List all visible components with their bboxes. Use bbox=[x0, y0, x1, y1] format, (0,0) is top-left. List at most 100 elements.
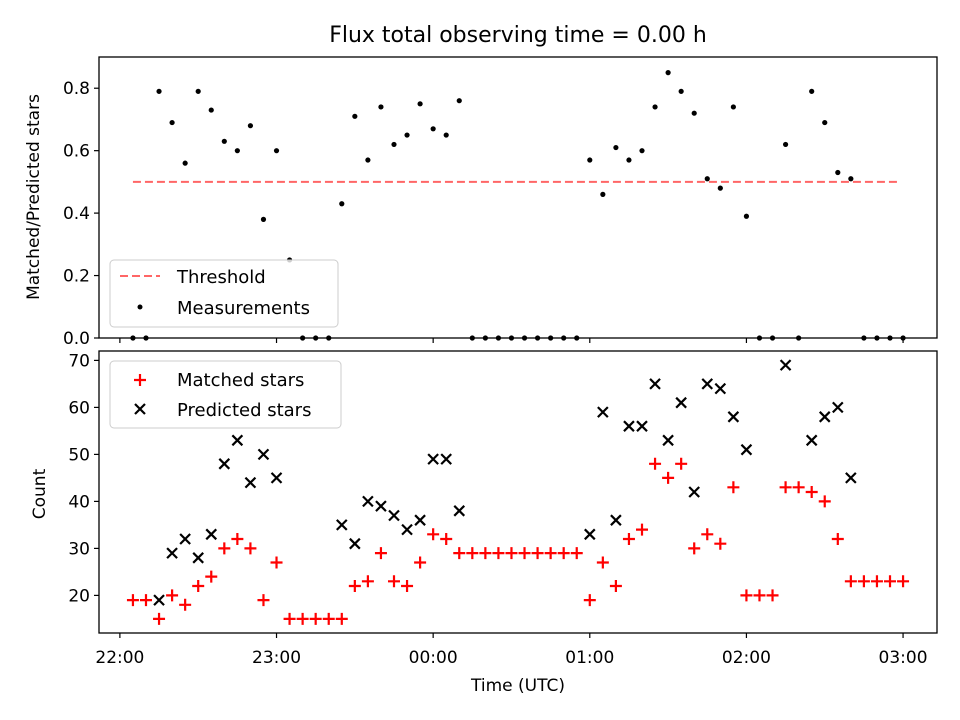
predicted-star-point bbox=[270, 472, 283, 484]
matched-star-point bbox=[453, 547, 466, 560]
measurement-point bbox=[548, 335, 554, 341]
top-y-tick-label: 0.0 bbox=[63, 329, 90, 349]
top-panel: Flux total observing time = 0.00 h 0.0 0.… bbox=[24, 23, 938, 349]
matched-star-point bbox=[531, 547, 544, 560]
top-plot-frame bbox=[98, 56, 938, 339]
matched-star-point bbox=[139, 594, 152, 607]
matched-star-point bbox=[348, 580, 361, 592]
bottom-legend: Matched stars Predicted stars bbox=[109, 360, 342, 429]
matched-star-point bbox=[440, 533, 453, 545]
matched-star-point bbox=[283, 612, 296, 625]
measurement-point bbox=[796, 335, 802, 341]
threshold-legend-label: Threshold bbox=[176, 267, 266, 288]
predicted-star-point bbox=[453, 505, 466, 517]
measurement-point bbox=[456, 98, 462, 104]
predicted-star-point bbox=[779, 359, 792, 371]
matched-star-point bbox=[662, 471, 675, 484]
measurement-point bbox=[221, 138, 227, 144]
predicted-star-point bbox=[179, 533, 191, 545]
measurement-point bbox=[822, 119, 828, 126]
matched-star-point bbox=[805, 486, 818, 498]
matched-star-point bbox=[192, 580, 205, 592]
measurement-point bbox=[835, 169, 841, 176]
top-y-axis: 0.0 0.2 0.4 0.6 0.8 bbox=[63, 79, 99, 349]
matched-star-point bbox=[792, 481, 805, 494]
measurement-point bbox=[378, 104, 384, 110]
measurement-point bbox=[704, 176, 710, 182]
matched-star-point bbox=[126, 594, 139, 607]
predicted-legend-label: Predicted stars bbox=[177, 400, 311, 421]
predicted-star-point bbox=[349, 537, 361, 550]
measurement-point bbox=[300, 335, 306, 341]
matched-star-point bbox=[675, 457, 688, 470]
measurement-point bbox=[743, 213, 750, 219]
predicted-star-point bbox=[805, 434, 818, 447]
x-tick-label: 23:00 bbox=[252, 648, 301, 668]
top-chart-title: Flux total observing time = 0.00 h bbox=[329, 23, 707, 48]
matched-star-point bbox=[740, 589, 753, 602]
matched-star-point bbox=[609, 580, 622, 592]
measurement-point bbox=[404, 132, 410, 138]
measurement-point bbox=[273, 148, 280, 154]
matched-star-point bbox=[570, 547, 583, 560]
predicted-star-point bbox=[401, 523, 413, 536]
predicted-star-point bbox=[153, 594, 165, 606]
predicted-legend-marker bbox=[134, 403, 146, 415]
predicted-star-point bbox=[597, 406, 609, 418]
matched-star-point bbox=[153, 612, 166, 625]
top-legend: Threshold Measurements bbox=[109, 259, 339, 328]
predicted-star-point bbox=[636, 420, 648, 432]
measurement-point bbox=[260, 216, 267, 222]
measurement-point bbox=[352, 113, 358, 119]
measurement-point bbox=[756, 335, 763, 341]
matched-star-point bbox=[466, 547, 479, 560]
bottom-panel: 20 30 40 50 60 70 22:00 23:00 00:00 01:00 02:00 03… bbox=[30, 350, 938, 696]
measurement-point bbox=[469, 335, 475, 341]
matched-star-point bbox=[374, 547, 387, 560]
measurement-point bbox=[848, 176, 854, 182]
predicted-star-point bbox=[701, 378, 714, 390]
predicted-star-point bbox=[623, 420, 635, 432]
matched-star-point bbox=[766, 589, 779, 602]
matched-legend-label: Matched stars bbox=[177, 370, 304, 391]
predicted-star-point bbox=[336, 519, 348, 531]
predicted-star-point bbox=[166, 547, 178, 559]
bottom-y-tick-label: 70 bbox=[68, 351, 90, 371]
matched-star-point bbox=[753, 589, 766, 602]
matched-star-point bbox=[479, 547, 492, 560]
measurement-point bbox=[861, 335, 867, 341]
measurement-point bbox=[652, 104, 658, 110]
predicted-star-point bbox=[388, 509, 400, 522]
x-tick-label: 00:00 bbox=[409, 648, 458, 668]
measurement-point bbox=[574, 335, 580, 341]
matched-star-point bbox=[427, 528, 440, 541]
bottom-y-tick-label: 60 bbox=[68, 398, 90, 418]
measurement-point bbox=[208, 107, 214, 113]
predicted-star-point bbox=[218, 458, 231, 470]
measurement-point bbox=[587, 157, 593, 163]
measurement-point bbox=[730, 104, 736, 110]
measurement-point bbox=[365, 157, 371, 163]
matched-star-point bbox=[166, 589, 179, 602]
matched-star-point bbox=[727, 481, 740, 494]
x-tick-label: 01:00 bbox=[565, 648, 614, 668]
predicted-star-point bbox=[832, 401, 844, 414]
matched-star-point bbox=[557, 547, 570, 560]
measurement-point bbox=[508, 335, 515, 341]
predicted-star-point bbox=[427, 453, 439, 465]
measurement-point bbox=[900, 335, 906, 341]
predicted-star-point bbox=[610, 514, 622, 526]
measurement-point bbox=[482, 335, 488, 341]
matched-star-point bbox=[701, 528, 714, 541]
measurement-point bbox=[234, 148, 240, 154]
predicted-star-point bbox=[414, 514, 426, 526]
measurement-point bbox=[391, 141, 397, 148]
measurement-point bbox=[521, 335, 528, 341]
matched-star-point bbox=[779, 481, 792, 494]
top-y-tick-label: 0.2 bbox=[63, 267, 90, 287]
measurement-point bbox=[887, 335, 893, 341]
matched-star-point bbox=[401, 580, 414, 592]
predicted-star-point bbox=[662, 434, 674, 447]
